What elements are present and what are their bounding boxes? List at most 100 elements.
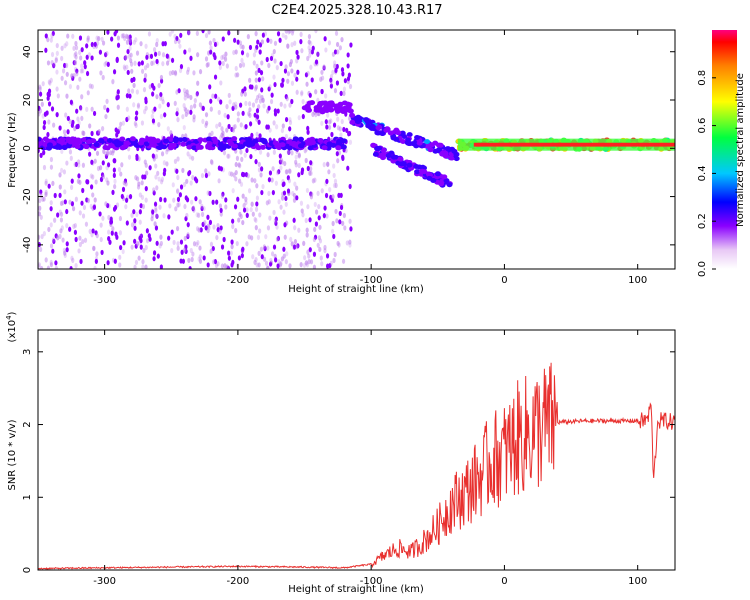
heatmap-cell: [324, 192, 329, 199]
heatmap-cell: [276, 170, 280, 176]
heatmap-cell: [134, 115, 138, 121]
heatmap-cell: [300, 167, 305, 173]
heatmap-cell: [166, 126, 170, 132]
heatmap-cell: [38, 91, 43, 97]
heatmap-cell: [318, 238, 323, 244]
heatmap-cell: [106, 107, 110, 113]
heatmap-cell: [257, 77, 261, 83]
heatmap-cell: [274, 180, 278, 186]
heatmap-cell: [201, 30, 205, 34]
heatmap-cell: [125, 93, 130, 99]
heatmap-cell: [397, 156, 404, 162]
heatmap-cell: [129, 57, 133, 64]
heatmap-cell: [133, 218, 137, 224]
heatmap-cell: [183, 106, 187, 112]
heatmap-cell: [346, 102, 353, 108]
heatmap-cell: [101, 174, 106, 180]
heatmap-cell: [329, 260, 333, 266]
heatmap-cell: [188, 154, 192, 160]
heatmap-cell: [222, 143, 229, 149]
heatmap-cell: [106, 180, 110, 186]
heatmap-cell: [155, 144, 162, 150]
x-tick-label: 0: [501, 275, 507, 286]
heatmap-cell: [320, 75, 325, 81]
heatmap-cell: [94, 230, 98, 236]
heatmap-cell: [287, 178, 292, 184]
heatmap-cell: [132, 102, 136, 108]
heatmap-cell: [107, 214, 111, 221]
heatmap-cell: [44, 178, 48, 184]
heatmap-cell: [201, 221, 205, 227]
heatmap-cell: [145, 238, 150, 244]
heatmap-cell: [167, 235, 171, 241]
heatmap-cell: [320, 261, 324, 267]
heatmap-cell: [155, 94, 159, 100]
heatmap-cell: [265, 265, 270, 269]
heatmap-cell: [267, 86, 271, 92]
heatmap-cell: [159, 95, 163, 101]
heatmap-cell: [124, 204, 128, 210]
heatmap-cell: [248, 84, 253, 90]
heatmap-cell: [192, 117, 196, 123]
heatmap-cell: [176, 196, 181, 202]
heatmap-cell: [262, 256, 267, 262]
heatmap-cell: [151, 153, 155, 159]
heatmap-cell: [115, 95, 119, 101]
heatmap-cell: [285, 251, 289, 257]
heatmap-cell: [202, 205, 206, 212]
heatmap-cell: [364, 119, 371, 125]
heatmap-cell: [283, 222, 287, 228]
heatmap-cell: [209, 241, 214, 247]
heatmap-cell: [226, 265, 230, 269]
heatmap-cell: [275, 65, 279, 71]
heatmap-cell: [276, 31, 281, 37]
heatmap-cell: [309, 194, 314, 200]
heatmap-cell: [145, 54, 149, 60]
heatmap-cell: [291, 30, 295, 34]
heatmap-cell: [231, 223, 235, 230]
heatmap-cell: [66, 115, 70, 122]
heatmap-cell: [339, 132, 343, 138]
heatmap-cell: [59, 217, 64, 223]
heatmap-cell: [341, 100, 348, 106]
heatmap-cell: [157, 82, 161, 89]
heatmap-cell: [175, 111, 179, 117]
heatmap-cell: [245, 212, 249, 218]
heatmap-cell: [187, 30, 191, 36]
colorbar-ticks: 0.0 0.2 0.4 0.6 0.8: [697, 70, 716, 277]
heatmap-cell: [271, 189, 275, 196]
heatmap-cell: [334, 30, 339, 36]
heatmap-cell: [76, 116, 80, 122]
heatmap-cell: [253, 259, 257, 265]
heatmap-cell: [227, 153, 231, 159]
heatmap-cell: [133, 264, 137, 269]
heatmap-cell: [257, 93, 261, 99]
heatmap-cell: [300, 90, 304, 96]
heatmap-cell: [111, 226, 115, 232]
heatmap-cell: [447, 155, 454, 161]
heatmap-cell: [245, 241, 249, 247]
heatmap-cell: [313, 177, 317, 183]
heatmap-cell: [385, 153, 392, 159]
heatmap-cell: [189, 109, 193, 115]
heatmap-cell: [286, 139, 293, 145]
heatmap-cell: [242, 207, 247, 213]
heatmap-cell: [268, 170, 273, 176]
heatmap-cell: [414, 169, 421, 175]
heatmap-cell: [140, 68, 145, 74]
heatmap-cell: [284, 259, 288, 265]
heatmap-cell: [49, 156, 54, 163]
heatmap-cell: [336, 116, 340, 122]
heatmap-cell: [172, 138, 179, 144]
heatmap-cell: [341, 155, 345, 162]
heatmap-cell: [154, 213, 159, 219]
heatmap-cell: [329, 77, 333, 83]
heatmap-cell: [258, 49, 262, 55]
heatmap-cell: [155, 213, 159, 219]
heatmap-cell: [77, 159, 81, 165]
heatmap-cell: [200, 172, 205, 179]
heatmap-cell: [183, 247, 187, 253]
heatmap-cell: [286, 43, 290, 49]
heatmap-cell: [257, 67, 261, 73]
